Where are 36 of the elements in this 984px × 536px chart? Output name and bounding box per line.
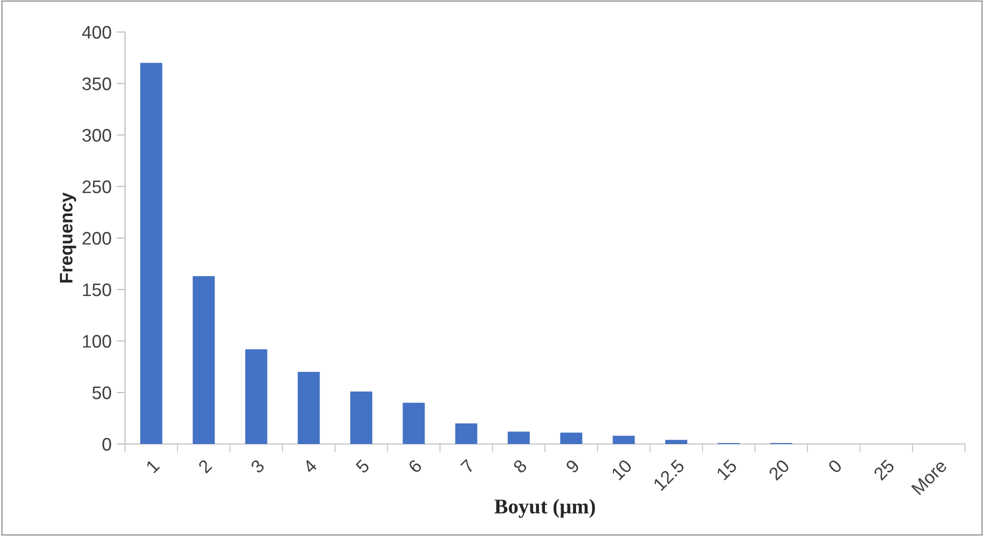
x-tick-label: 15 <box>716 458 738 480</box>
y-tick-label: 200 <box>82 232 112 245</box>
bar <box>560 432 582 444</box>
x-tick-label: 3 <box>250 458 266 474</box>
x-tick-label: 10 <box>610 458 633 480</box>
x-tick-label: 6 <box>408 458 423 474</box>
bar <box>298 372 320 444</box>
bar <box>665 440 688 444</box>
y-tick-label: 400 <box>82 26 112 39</box>
x-tick-label: 9 <box>565 458 580 474</box>
y-tick-label: 150 <box>83 283 112 296</box>
bar <box>612 436 635 444</box>
x-tick-label: 0 <box>827 458 843 474</box>
y-tick-label: 0 <box>102 438 112 451</box>
bar <box>140 62 162 444</box>
x-tick-label: 4 <box>302 458 318 474</box>
x-tick-label: 8 <box>512 458 528 474</box>
bar <box>245 349 268 444</box>
y-tick-label: 50 <box>92 386 112 400</box>
bar <box>192 276 215 444</box>
y-tick-label: 300 <box>82 128 112 142</box>
y-axis-title: Frequency <box>60 192 76 282</box>
y-tick-label: 250 <box>82 180 112 194</box>
x-tick-label: 5 <box>355 458 370 474</box>
bar <box>508 432 530 444</box>
x-tick-label: 2 <box>198 458 212 474</box>
x-axis-title: Boyut (µm) <box>494 498 595 518</box>
bar <box>402 402 425 444</box>
y-tick-label: 100 <box>83 334 112 348</box>
x-tick-label: 20 <box>768 458 790 481</box>
bar <box>455 423 478 444</box>
y-tick-label: 350 <box>82 77 112 90</box>
bar <box>350 391 372 444</box>
x-tick-label: 7 <box>460 459 475 474</box>
x-tick-label: 25 <box>873 458 896 481</box>
x-tick-label: 1 <box>146 458 160 474</box>
